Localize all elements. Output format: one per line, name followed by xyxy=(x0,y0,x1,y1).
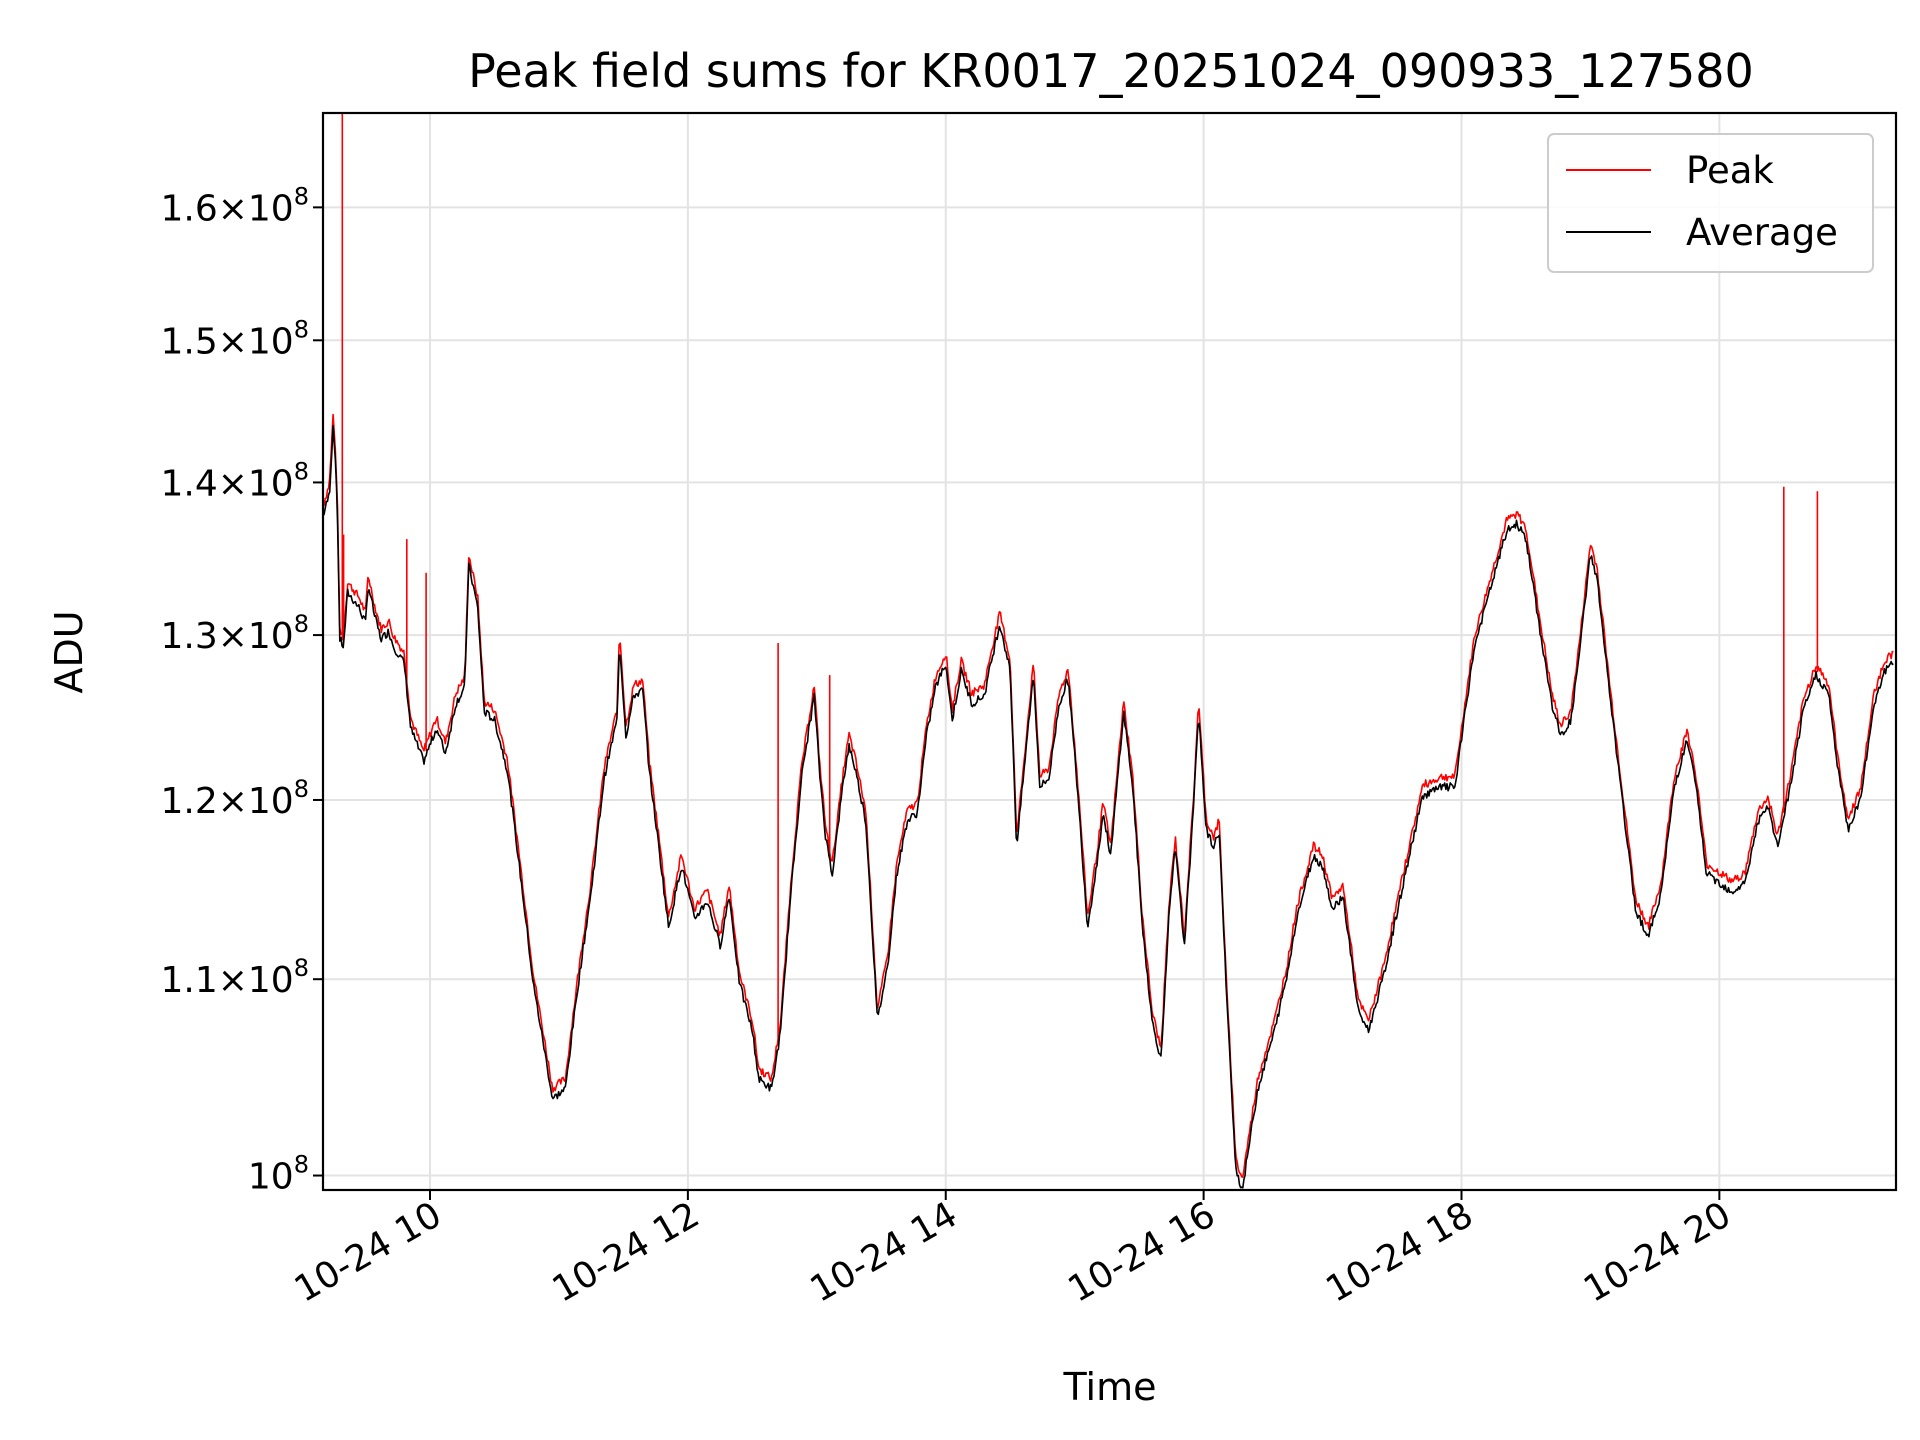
y-tick-label: 1.4×108 xyxy=(160,457,309,504)
series-line-average xyxy=(322,424,1894,1189)
legend-label-average: Average xyxy=(1686,211,1838,254)
y-axis-label: ADU xyxy=(47,610,91,693)
legend-box xyxy=(1547,133,1874,273)
x-axis-label: Time xyxy=(1063,1365,1157,1409)
grid xyxy=(323,113,1896,1190)
series-line-peak xyxy=(322,113,1894,1178)
plot-frame xyxy=(321,111,1898,1192)
chart-title: Peak field sums for KR0017_20251024_0909… xyxy=(468,44,1754,98)
y-tick-label: 1.6×108 xyxy=(160,182,309,229)
y-tick-label: 1.1×108 xyxy=(160,954,309,1001)
legend-label-peak: Peak xyxy=(1686,149,1774,192)
legend: Peak Average xyxy=(1547,133,1874,273)
y-tick-label: 1.2×108 xyxy=(160,775,309,822)
y-axis-ticks: 1081.1×1081.2×1081.3×1081.4×1081.5×1081.… xyxy=(160,182,323,1198)
y-tick-label: 1.3×108 xyxy=(160,610,309,657)
y-tick-label: 1.5×108 xyxy=(160,315,309,362)
series-layer xyxy=(322,113,1894,1189)
